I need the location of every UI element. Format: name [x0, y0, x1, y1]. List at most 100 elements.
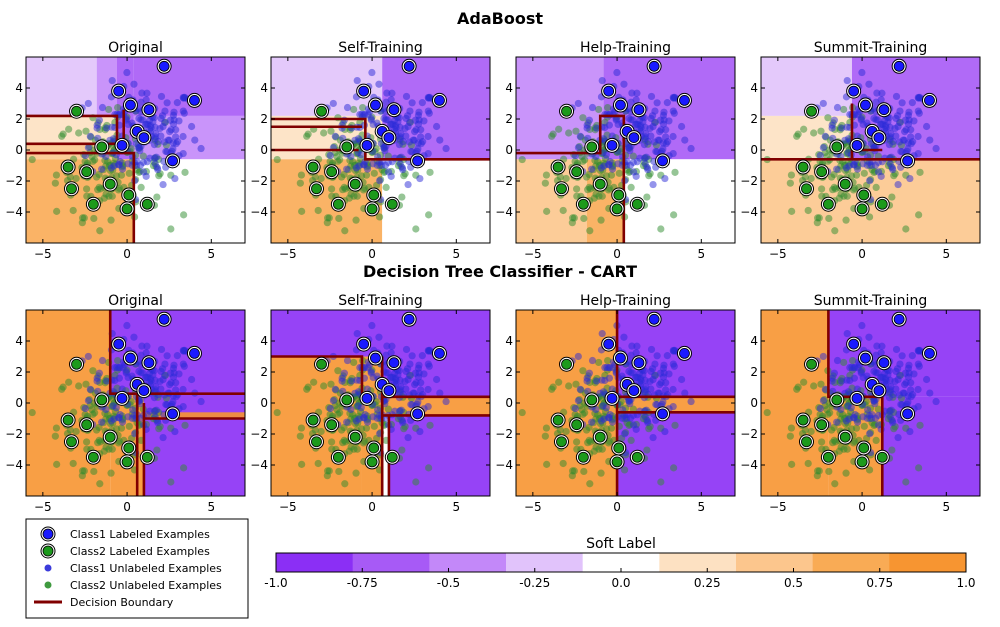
class1-labeled-point — [679, 95, 690, 106]
class2-unlabeled-point — [579, 157, 587, 165]
class2-unlabeled-point — [69, 459, 77, 468]
class2-unlabeled-point — [382, 183, 390, 191]
class2-unlabeled-point — [82, 127, 90, 135]
class1-unlabeled-point — [894, 433, 902, 442]
y-tick-label: −4 — [740, 458, 758, 472]
class1-unlabeled-point — [843, 329, 851, 338]
plot-area — [516, 57, 735, 243]
class2-unlabeled-point — [317, 174, 325, 183]
legend-marker-unlabeled — [44, 581, 52, 589]
class2-unlabeled-point — [818, 438, 826, 446]
class1-unlabeled-point — [858, 68, 866, 77]
class2-unlabeled-point — [75, 129, 83, 137]
class2-unlabeled-point — [598, 445, 606, 453]
class1-unlabeled-point — [629, 369, 637, 377]
class1-unlabeled-point — [197, 144, 205, 153]
class2-unlabeled-point — [359, 103, 367, 112]
class2-unlabeled-point — [818, 185, 826, 193]
class1-unlabeled-point — [661, 174, 669, 183]
class1-labeled-point — [370, 352, 381, 364]
class2-unlabeled-point — [83, 438, 91, 446]
class2-unlabeled-point — [817, 380, 825, 388]
class2-unlabeled-point — [825, 214, 833, 223]
class2-unlabeled-point — [555, 378, 563, 386]
class1-unlabeled-point — [420, 117, 428, 125]
class1-unlabeled-point — [98, 418, 106, 426]
legend-frame — [25, 518, 249, 619]
class1-unlabeled-point — [923, 122, 931, 131]
class1-unlabeled-point — [663, 352, 671, 360]
class1-unlabeled-point — [628, 89, 636, 97]
x-tick-label: 5 — [452, 500, 460, 514]
class2-unlabeled-point — [359, 439, 368, 447]
class2-unlabeled-point — [629, 152, 637, 160]
class2-unlabeled-point — [831, 227, 839, 235]
class1-labeled-point — [873, 132, 885, 144]
class2-unlabeled-point — [370, 422, 378, 430]
y-tick-label: 0 — [750, 396, 758, 410]
row-title-cart: Decision Tree Classifier - CART — [363, 262, 637, 281]
class1-unlabeled-point — [932, 144, 940, 153]
class2-labeled-point — [123, 189, 135, 201]
class2-unlabeled-point — [629, 405, 637, 413]
class1-unlabeled-point — [405, 118, 414, 127]
class2-unlabeled-point — [670, 464, 678, 472]
class2-unlabeled-point — [334, 410, 342, 418]
class2-labeled-point — [586, 394, 598, 406]
class1-unlabeled-point — [873, 89, 881, 97]
class1-unlabeled-point — [124, 373, 132, 382]
legend-label: Class2 Labeled Examples — [70, 545, 210, 558]
class2-unlabeled-point — [569, 499, 576, 506]
y-tick-label: 4 — [505, 334, 513, 348]
class1-unlabeled-point — [833, 356, 842, 365]
class2-unlabeled-point — [592, 190, 600, 198]
y-tick-label: −4 — [740, 205, 758, 219]
class2-unlabeled-point — [59, 130, 67, 138]
class1-unlabeled-point — [417, 379, 425, 387]
decision-boundary — [271, 355, 364, 394]
class1-unlabeled-point — [866, 177, 874, 185]
class2-labeled-point — [822, 198, 834, 210]
class2-unlabeled-point — [542, 424, 551, 432]
class1-unlabeled-point — [592, 152, 600, 161]
y-tick-label: 0 — [505, 396, 513, 410]
panel-cart-help-training: Help-Training −5 0 5 4 2 0 −2 −4 — [495, 293, 736, 514]
class1-unlabeled-point — [871, 414, 880, 422]
class1-unlabeled-point — [387, 172, 395, 180]
class2-unlabeled-point — [314, 206, 322, 215]
class1-unlabeled-point — [110, 162, 118, 170]
colorbar-cell — [352, 553, 430, 572]
class2-unlabeled-point — [800, 378, 808, 386]
colorbar-cell — [582, 553, 660, 572]
class2-labeled-point — [631, 198, 643, 210]
class2-unlabeled-point — [350, 358, 358, 367]
decision-boundary — [516, 114, 626, 243]
y-tick-label: −2 — [5, 174, 23, 188]
class1-unlabeled-point — [659, 145, 667, 153]
class1-unlabeled-point — [406, 360, 414, 368]
class1-unlabeled-point — [877, 172, 885, 180]
class1-unlabeled-point — [583, 121, 591, 129]
class1-unlabeled-point — [620, 80, 628, 88]
class2-unlabeled-point — [72, 174, 80, 183]
class1-unlabeled-point — [906, 427, 914, 436]
colorbar-title: Soft Label — [586, 536, 656, 552]
class2-unlabeled-point — [107, 469, 115, 477]
class1-labeled-point — [603, 85, 615, 97]
y-tick-label: 2 — [15, 365, 23, 379]
class2-unlabeled-point — [69, 206, 77, 215]
class2-unlabeled-point — [107, 216, 115, 224]
class1-unlabeled-point — [588, 103, 597, 112]
plot-area — [761, 310, 980, 496]
class1-labeled-point — [358, 338, 370, 350]
class2-unlabeled-point — [586, 227, 594, 235]
class2-unlabeled-point — [541, 432, 549, 440]
class2-unlabeled-point — [90, 467, 98, 476]
class2-unlabeled-point — [830, 183, 838, 191]
class2-unlabeled-point — [837, 190, 845, 198]
x-tick-label: 0 — [613, 500, 621, 514]
class1-unlabeled-point — [384, 116, 392, 124]
class2-unlabeled-point — [297, 171, 306, 179]
class1-unlabeled-point — [892, 92, 901, 101]
class1-unlabeled-point — [397, 382, 405, 391]
